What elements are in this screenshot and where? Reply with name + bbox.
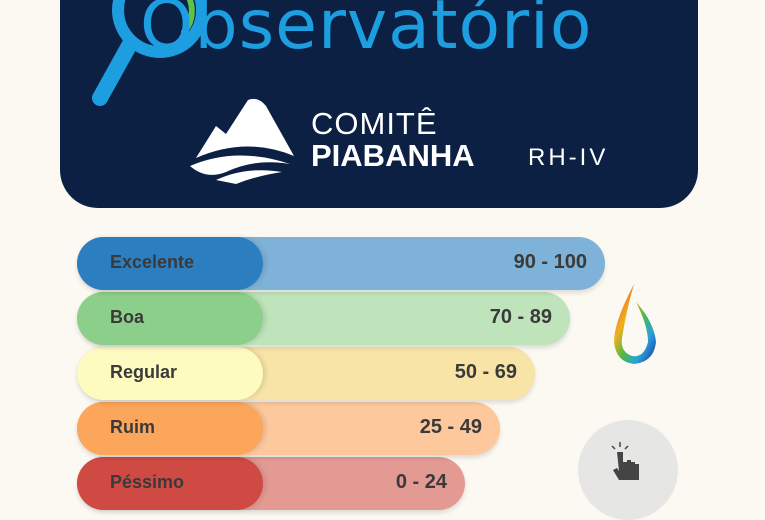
legend-pill: Boa — [77, 292, 263, 345]
water-drop-icon — [614, 284, 656, 364]
org-name-line1: COMITÊ — [311, 106, 438, 141]
legend-bar-1: Boa 70 - 89 — [77, 292, 570, 345]
legend-bar-0: Excelente 90 - 100 — [77, 237, 605, 290]
legend-label: Boa — [110, 307, 145, 327]
app-title: Observatório — [140, 0, 593, 65]
org-name-line2: PIABANHA — [311, 138, 475, 173]
legend-range: 70 - 89 — [489, 306, 552, 328]
legend-bar-3: Ruim 25 - 49 — [77, 402, 500, 455]
legend-pill: Regular — [77, 347, 263, 400]
magnifier-logo-icon — [92, 0, 202, 106]
legend-bar-2: Regular 50 - 69 — [77, 347, 535, 400]
legend-range: 25 - 49 — [419, 416, 482, 438]
legend-range: 50 - 69 — [454, 361, 517, 383]
legend-label: Regular — [110, 362, 178, 382]
touch-hand-icon — [611, 442, 639, 480]
region-label: RH-IV — [528, 144, 609, 171]
legend-range: 90 - 100 — [513, 251, 587, 273]
legend-bar-4: Péssimo 0 - 24 — [77, 457, 465, 510]
legend-label: Excelente — [110, 252, 195, 272]
legend-pill: Excelente — [77, 237, 263, 290]
mountain-logo-icon — [190, 98, 294, 184]
legend-pill: Péssimo — [77, 457, 263, 510]
legend-label: Péssimo — [110, 472, 185, 492]
legend-label: Ruim — [110, 417, 155, 437]
legend-pill: Ruim — [77, 402, 263, 455]
header-banner — [60, 0, 698, 208]
legend-range: 0 - 24 — [395, 471, 447, 493]
